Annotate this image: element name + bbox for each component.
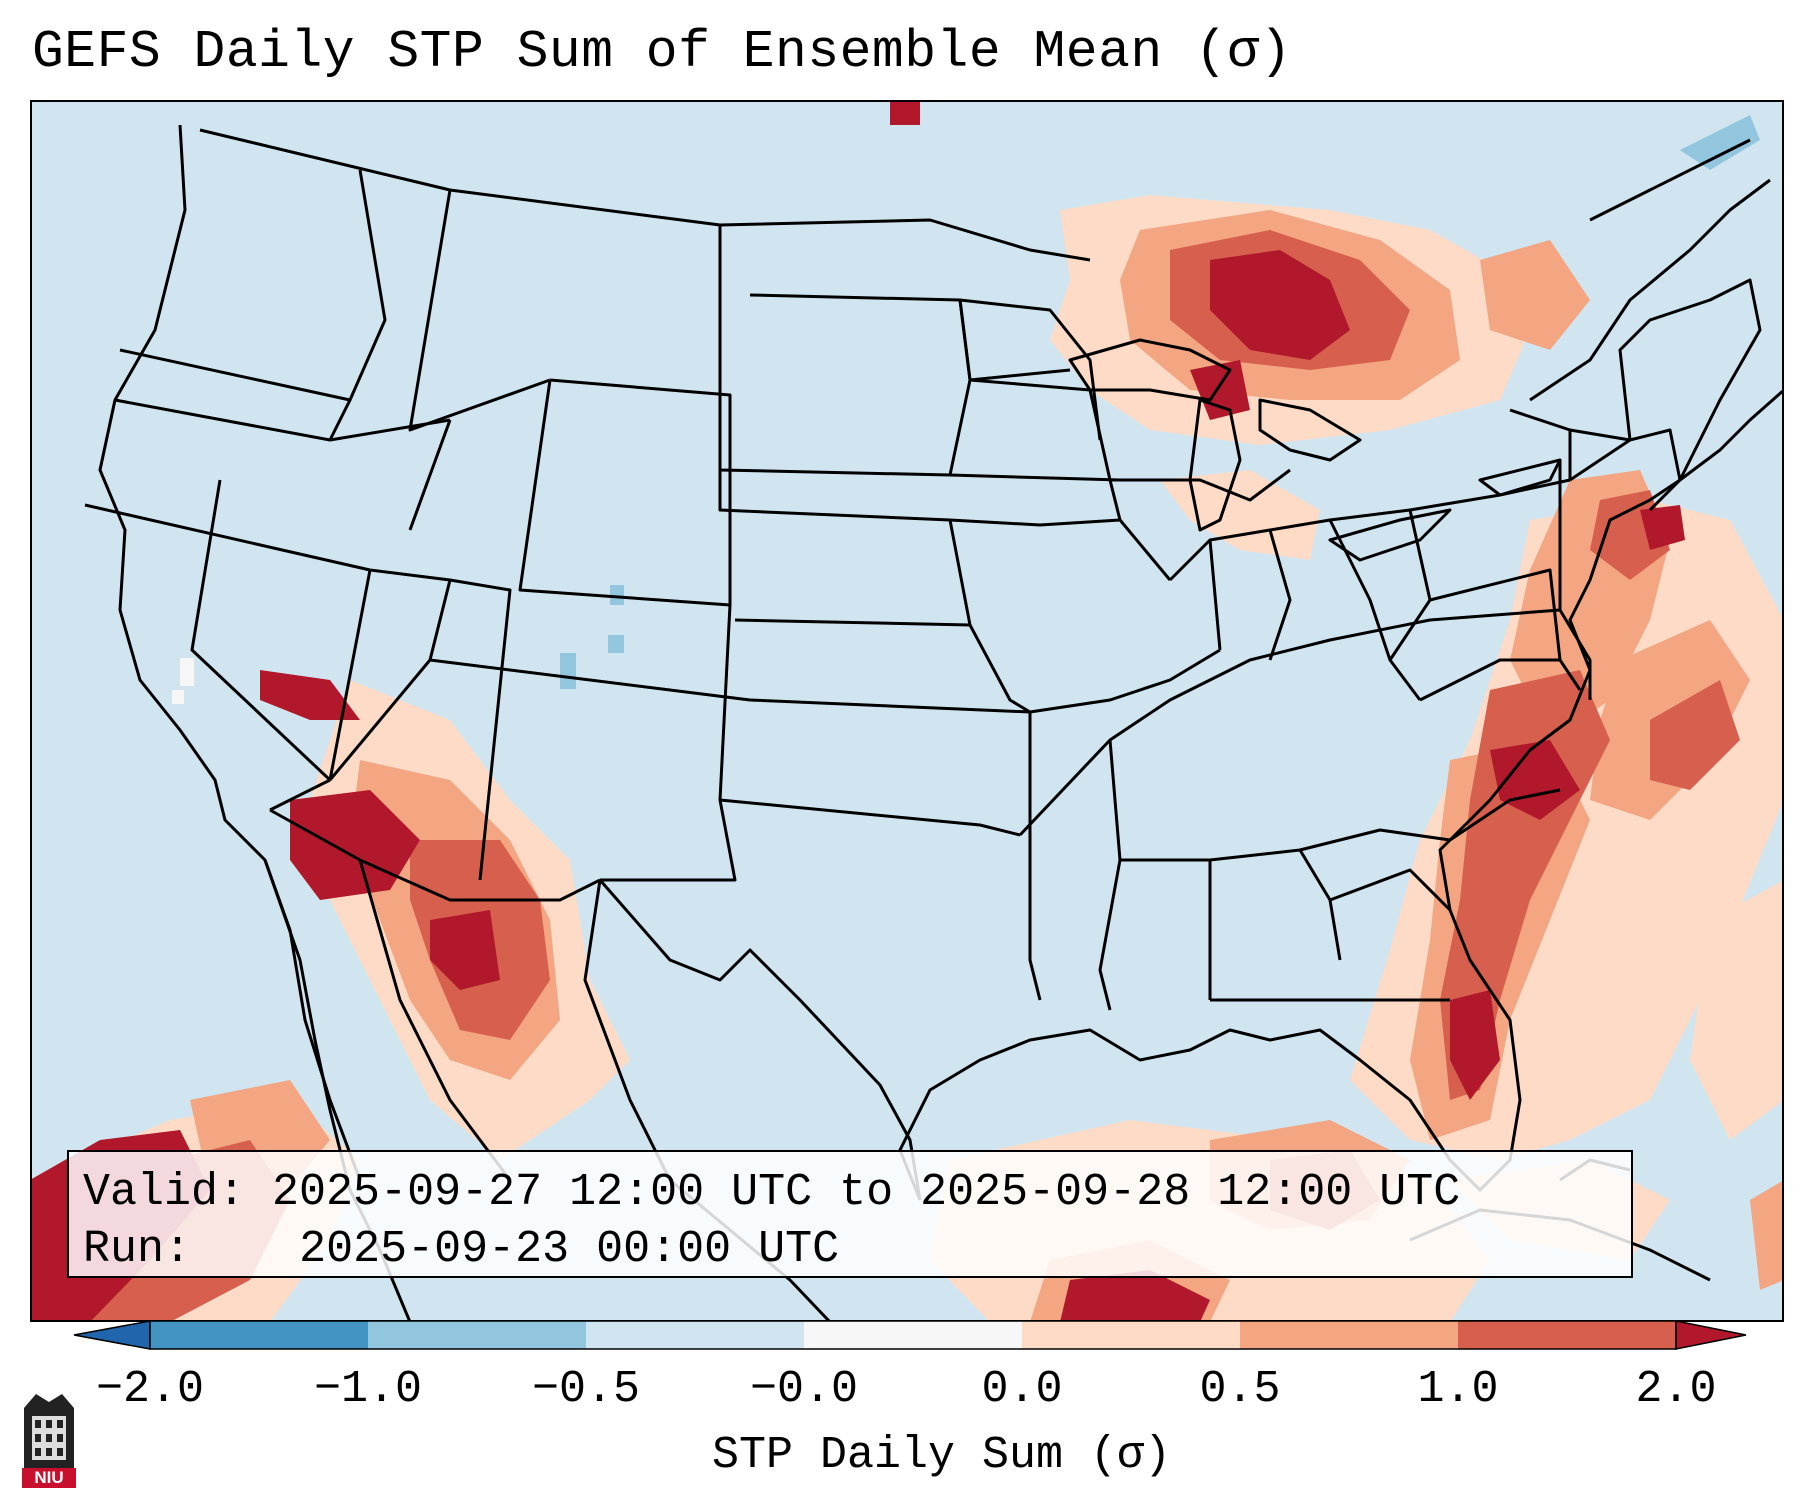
- colorbar-tick: −2.0: [95, 1364, 205, 1415]
- colorbar-extend-low: [73, 1320, 151, 1350]
- niu-logo-text: NIU: [34, 1468, 64, 1487]
- run-label: Run:: [83, 1224, 192, 1275]
- colorbar-extend-high: [1675, 1320, 1747, 1350]
- state-boundaries: [84, 124, 1784, 1322]
- colorbar: [73, 1320, 1747, 1350]
- colorbar-tick: 0.0: [981, 1364, 1063, 1415]
- colorbar-bin-neg05-0: [586, 1321, 804, 1349]
- colorbar-bin-05-1: [1240, 1321, 1458, 1349]
- chart-title: GEFS Daily STP Sum of Ensemble Mean (σ): [32, 22, 1292, 82]
- negative-anomaly-pixels: [560, 115, 1760, 689]
- colorbar-tick: −1.0: [313, 1364, 423, 1415]
- colorbar-tick: −0.0: [749, 1364, 859, 1415]
- run-time: 2025-09-23 00:00 UTC: [299, 1224, 840, 1275]
- valid-time-range: 2025-09-27 12:00 UTC to 2025-09-28 12:00…: [272, 1167, 1461, 1218]
- colorbar-bin-0-0: [804, 1321, 1022, 1349]
- colorbar-tick: 1.0: [1417, 1364, 1499, 1415]
- colorbar-bin-neg2-neg1: [150, 1321, 368, 1349]
- niu-logo: [22, 1394, 76, 1488]
- colorbar-bin-0-05: [1022, 1321, 1240, 1349]
- valid-time-box: Valid: 2025-09-27 12:00 UTC to 2025-09-2…: [67, 1150, 1633, 1278]
- colorbar-title: STP Daily Sum (σ): [711, 1430, 1172, 1481]
- zero-anomaly-pixels: [172, 658, 194, 704]
- valid-label: Valid:: [83, 1167, 246, 1218]
- map-panel: [30, 100, 1784, 1322]
- colorbar-tick: 0.5: [1199, 1364, 1281, 1415]
- colorbar-tick: 2.0: [1635, 1364, 1717, 1415]
- colorbar-bin-neg1-neg05: [368, 1321, 586, 1349]
- colorbar-bin-1-2: [1458, 1321, 1676, 1349]
- colorbar-outline: [149, 1320, 1677, 1350]
- colorbar-tick: −0.5: [531, 1364, 641, 1415]
